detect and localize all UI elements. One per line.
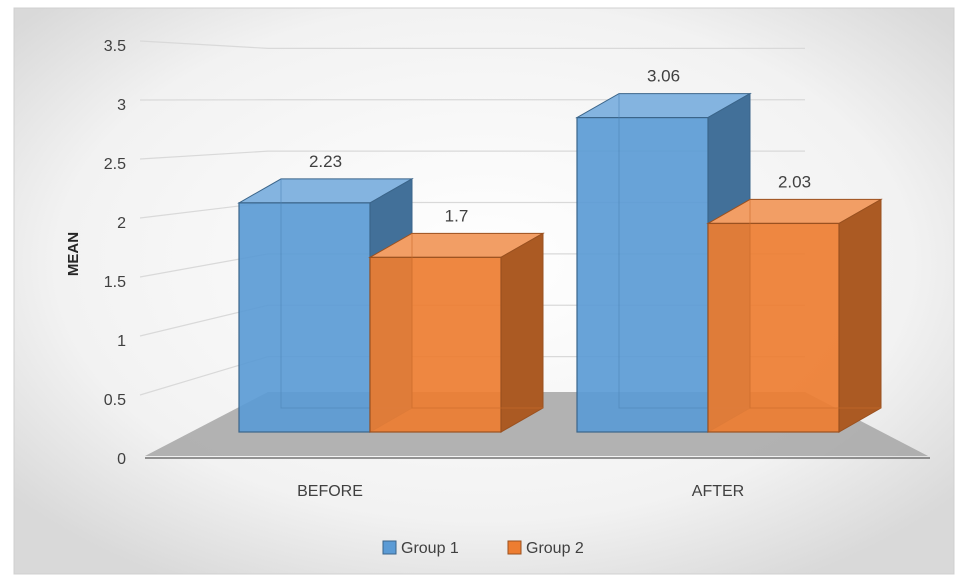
legend-label: Group 1	[401, 540, 459, 557]
legend-swatch	[508, 541, 521, 554]
bar-side-face	[501, 233, 543, 432]
y-axis-title: MEAN	[65, 232, 82, 276]
data-label: 2.03	[778, 172, 811, 191]
y-tick-label: 3.5	[104, 38, 126, 55]
legend-swatch	[383, 541, 396, 554]
y-tick-label: 2.5	[104, 156, 126, 173]
bar-side-face	[839, 199, 881, 432]
legend-item: Group 2	[508, 540, 584, 557]
y-tick-label: 0	[117, 451, 126, 468]
bar-group-2-after: 2.03	[708, 172, 881, 432]
bar-front-face	[577, 118, 708, 432]
bar-front-face	[370, 257, 501, 432]
y-tick-label: 3	[117, 97, 126, 114]
y-tick-label: 0.5	[104, 392, 126, 409]
data-label: 1.7	[445, 206, 469, 225]
data-label: 3.06	[647, 67, 680, 86]
legend-label: Group 2	[526, 540, 584, 557]
y-tick-label: 2	[117, 215, 126, 232]
data-label: 2.23	[309, 152, 342, 171]
x-category-label: BEFORE	[297, 483, 363, 500]
legend-item: Group 1	[383, 540, 459, 557]
bar-front-face	[239, 203, 370, 432]
x-category-label: AFTER	[692, 483, 744, 500]
y-tick-label: 1.5	[104, 274, 126, 291]
bar-front-face	[708, 223, 839, 432]
y-tick-label: 1	[117, 333, 126, 350]
